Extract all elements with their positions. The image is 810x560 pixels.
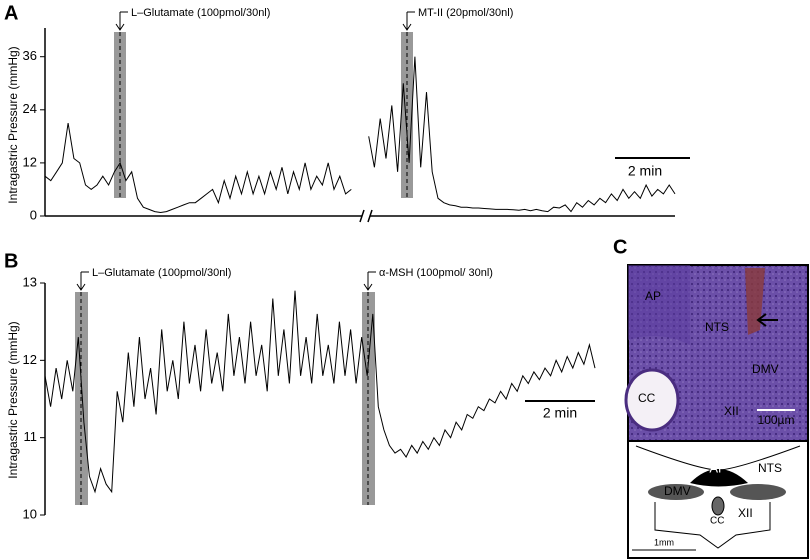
region-label: CC [638,391,656,405]
axis-break [359,209,365,223]
annotation: α-MSH (100pmol/ 30nl) [379,267,493,279]
y-tick-label: 12 [23,352,37,367]
region-label: DMV [752,362,779,376]
outline [654,502,771,549]
panel-letter: B [4,250,18,272]
scale-bar-label: 100µm [758,413,795,427]
arrow [76,271,89,291]
dmv-shape [730,484,786,500]
y-tick-label: 36 [23,48,37,63]
stimulus-bar [401,32,413,198]
arrow [756,313,778,327]
region-label: AP [645,289,661,303]
panel-letter: A [4,2,18,24]
y-tick-label: 13 [23,274,37,289]
region-label: DMV [664,484,691,498]
scale-bar-label: 2 min [628,163,662,179]
y-axis-label: Intragastric Pressure (mmHg) [6,321,20,478]
panel-letter: C [613,236,627,258]
trace [44,290,596,494]
y-tick-label: 12 [23,154,37,169]
ap-shape [690,469,748,487]
y-tick-label: 11 [24,429,38,444]
cc-shape [711,496,725,516]
region-label: XII [724,404,739,418]
annotation: L–Glutamate (100pmol/30nl) [131,7,270,19]
central-canal [624,368,680,432]
dmv-shape [648,484,704,500]
trace [44,56,676,214]
arrow [402,11,415,31]
scale-bar-label: 2 min [543,405,577,421]
region-label: NTS [758,461,782,475]
region-label: XII [738,506,753,520]
region-label: CC [710,516,724,527]
y-axis-label: Intragastric Pressure (mmHg) [6,46,20,203]
axis-break [367,209,373,223]
arrow [115,11,128,31]
tissue-region [628,265,690,345]
region-label: NTS [705,320,729,334]
y-tick-label: 24 [23,101,37,116]
region-label: AP [709,460,726,475]
annotation: L–Glutamate (100pmol/30nl) [92,267,231,279]
stimulus-bar [114,32,126,198]
y-tick-label: 10 [23,506,37,521]
arrow [363,271,376,291]
scale-bar-label: 1mm [654,537,674,547]
y-tick-label: 0 [30,207,37,222]
annotation: MT-II (20pmol/30nl) [418,7,513,19]
